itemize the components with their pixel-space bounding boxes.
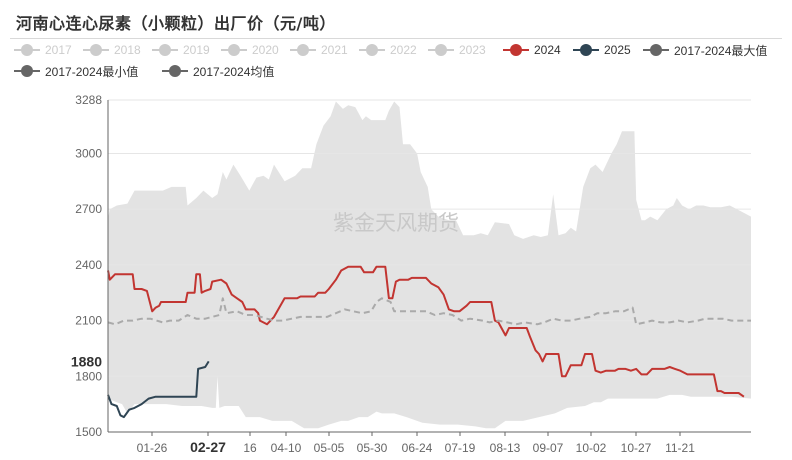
legend-marker-icon <box>152 43 178 57</box>
legend-item-2022[interactable]: 2022 <box>359 40 417 60</box>
legend-marker-icon <box>162 64 188 78</box>
legend-label: 2023 <box>459 43 486 57</box>
title-divider <box>10 38 782 39</box>
y-tick-label: 1800 <box>75 369 102 383</box>
y-tick-label: 3288 <box>75 93 102 107</box>
legend-item-2023[interactable]: 2023 <box>428 40 486 60</box>
legend-marker-icon <box>14 43 40 57</box>
legend-item-2020[interactable]: 2020 <box>221 40 279 60</box>
series-line-2017-2024均值 <box>107 297 751 326</box>
legend-label: 2017-2024最小值 <box>45 64 139 79</box>
legend-marker-icon <box>359 43 385 57</box>
series-line-2024 <box>107 265 745 398</box>
current-value-box <box>62 352 106 371</box>
x-tick-label: 16 <box>243 441 257 455</box>
legend-marker-icon <box>83 43 109 57</box>
y-tick-label: 3000 <box>75 146 102 160</box>
x-tick-label: 11-21 <box>665 441 695 455</box>
y-tick-label: 2400 <box>75 258 102 272</box>
legend-label: 2018 <box>114 43 141 57</box>
x-tick-label: 01-26 <box>137 441 168 455</box>
legend-label: 2017-2024均值 <box>193 64 275 79</box>
legend-item-2018[interactable]: 2018 <box>83 40 141 60</box>
series-line-2025 <box>107 360 210 419</box>
x-tick-label: 04-10 <box>271 441 302 455</box>
x-tick-label: 10-27 <box>621 441 652 455</box>
chart-title: 河南心连心尿素（小颗粒）出厂价（元/吨） <box>16 14 336 33</box>
x-tick-label: 08-13 <box>490 441 521 455</box>
x-tick-label: 05-30 <box>357 441 388 455</box>
x-tick-label: 10-02 <box>576 441 607 455</box>
legend-item-2021[interactable]: 2021 <box>290 40 348 60</box>
legend-marker-icon <box>14 64 40 78</box>
legend-label: 2022 <box>390 43 417 57</box>
legend-marker-icon <box>573 43 599 57</box>
legend-item-2017-2024均值[interactable]: 2017-2024均值 <box>162 61 274 81</box>
legend-label: 2025 <box>604 43 631 57</box>
legend-item-2025[interactable]: 2025 <box>573 40 631 60</box>
x-tick-label: 05-05 <box>314 441 345 455</box>
legend-marker-icon <box>428 43 454 57</box>
y-tick-label: 1500 <box>75 425 102 439</box>
x-tick-label: 09-07 <box>533 441 564 455</box>
legend-label: 2021 <box>321 43 348 57</box>
legend-label: 2024 <box>534 43 561 57</box>
y-tick-label: 2100 <box>75 314 102 328</box>
legend-label: 2019 <box>183 43 210 57</box>
legend-item-2019[interactable]: 2019 <box>152 40 210 60</box>
watermark: 紫金天风期货 <box>333 211 459 235</box>
legend-marker-icon <box>290 43 316 57</box>
current-value-label: 1880 <box>71 353 102 369</box>
x-tick-label: 07-19 <box>445 441 476 455</box>
legend-item-2017-2024最小值[interactable]: 2017-2024最小值 <box>14 61 138 81</box>
legend-marker-icon <box>643 43 669 57</box>
legend-marker-icon <box>221 43 247 57</box>
legend-label: 2017-2024最大值 <box>674 43 768 58</box>
legend-item-2017[interactable]: 2017 <box>14 40 72 60</box>
y-tick-label: 2700 <box>75 202 102 216</box>
x-tick-label: 06-24 <box>402 441 433 455</box>
legend-item-2017-2024最大值[interactable]: 2017-2024最大值 <box>643 40 767 60</box>
legend-marker-icon <box>503 43 529 57</box>
x-tick-label-current: 02-27 <box>190 439 226 455</box>
legend-label: 2020 <box>252 43 279 57</box>
legend-label: 2017 <box>45 43 72 57</box>
legend-item-2024[interactable]: 2024 <box>503 40 561 60</box>
